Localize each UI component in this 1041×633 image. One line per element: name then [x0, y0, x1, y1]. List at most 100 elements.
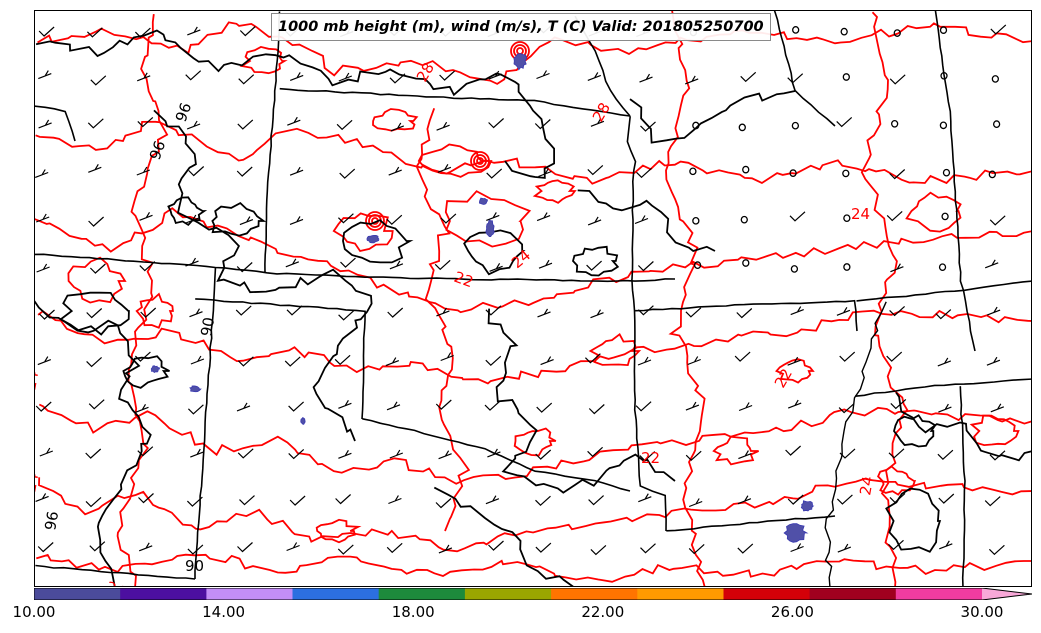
wind-barb-staff: [986, 306, 1001, 316]
wind-barb: [389, 449, 404, 459]
wind-barb-staff: [337, 544, 354, 555]
wind-barb: [89, 263, 106, 274]
wind-barb: [35, 169, 49, 179]
wind-barb: [639, 451, 656, 462]
height-contour-loop: [59, 291, 130, 336]
wind-barb: [889, 169, 906, 180]
wind-barb-staff: [336, 119, 353, 131]
wind-barb: [286, 305, 303, 316]
wind-barb: [636, 167, 652, 179]
wind-barb: [35, 213, 50, 223]
wind-barb: [334, 354, 351, 366]
wind-barb-staff: [836, 494, 853, 505]
wind-barb-staff: [39, 309, 55, 320]
wind-barb: [237, 356, 254, 367]
wind-barb-staff: [738, 402, 753, 412]
wind-barb-staff: [636, 167, 652, 179]
wind-barb-staff: [439, 70, 456, 81]
height-contour-line: [433, 486, 574, 586]
wind-barb-staff: [286, 305, 303, 316]
wind-barb: [588, 404, 605, 415]
wind-barb-staff: [236, 262, 253, 273]
temp-contour-label: 24: [35, 472, 42, 494]
wind-barb-staff: [38, 70, 52, 80]
precip-blob: [150, 365, 160, 373]
wind-barb: [637, 305, 654, 316]
state-border-line: [856, 280, 1031, 302]
wind-barb: [986, 306, 1001, 316]
temp-contour-ring: [516, 47, 524, 55]
wind-barb-staff: [536, 70, 550, 80]
wind-barb: [685, 450, 702, 462]
wind-barb-staff: [136, 166, 151, 176]
wind-barb-staff: [889, 305, 906, 317]
wind-barb: [637, 261, 654, 272]
wind-barb-staff: [289, 216, 304, 225]
wind-barb: [87, 118, 104, 129]
wind-barb-staff: [590, 117, 605, 127]
wind-barb-staff: [85, 448, 102, 459]
state-border-line: [279, 87, 631, 117]
wind-barb: [287, 116, 301, 126]
wind-barb-staff: [437, 163, 452, 173]
wind-barb-staff: [484, 400, 501, 411]
height-contour-label: 96: [172, 100, 195, 124]
wind-barb-staff: [237, 448, 254, 459]
temp-contour-line: [38, 477, 1031, 553]
wind-barb-staff: [436, 307, 450, 317]
wind-barb: [590, 117, 605, 127]
wind-barb-staff: [386, 214, 403, 226]
calm-wind-circle: [842, 73, 850, 81]
wind-barb: [488, 70, 502, 80]
wind-barb: [886, 351, 903, 362]
wind-barb: [236, 166, 253, 177]
colorbar-segment: [120, 588, 207, 600]
wind-barb-staff: [537, 308, 551, 318]
wind-barb-staff: [989, 450, 1006, 461]
colorbar-tick-label: 30.00: [960, 603, 1004, 621]
wind-barb: [35, 493, 49, 502]
wind-barb-staff: [790, 306, 804, 316]
wind-barb: [688, 543, 705, 555]
wind-barb: [134, 351, 151, 362]
state-border-line: [194, 266, 217, 579]
calm-wind-circle: [791, 121, 800, 130]
wind-barb: [39, 309, 55, 320]
temp-contour-line: [37, 309, 1031, 385]
height-contour-loop: [167, 196, 208, 227]
wind-barb: [489, 262, 503, 272]
wind-barb: [388, 495, 402, 505]
state-border-line: [195, 298, 366, 420]
wind-barb: [484, 400, 501, 411]
calm-wind-circle: [693, 261, 702, 270]
wind-barb: [289, 72, 304, 81]
wind-barb-staff: [37, 356, 52, 366]
calm-wind-circle: [939, 121, 948, 130]
wind-barb-staff: [488, 540, 504, 551]
temp-contour-loop: [532, 179, 577, 204]
wind-barb: [890, 398, 907, 410]
wind-barb: [439, 70, 456, 81]
temp-contour-loop: [969, 414, 1020, 447]
wind-barb-staff: [438, 544, 453, 554]
wind-barb-staff: [140, 307, 157, 318]
colorbar-segment: [34, 588, 121, 600]
colorbar-segment: [551, 588, 638, 600]
wind-barb: [939, 540, 953, 550]
wind-barb: [536, 70, 550, 80]
wind-barb-staff: [787, 494, 804, 505]
wind-barb-staff: [237, 119, 254, 130]
calm-wind-markers: [689, 24, 1001, 273]
temp-contour-line: [37, 21, 1031, 85]
height-contour-loop: [211, 202, 267, 237]
temp-contour-line: [415, 107, 471, 532]
wind-barb: [38, 119, 52, 129]
wind-barb: [85, 448, 102, 459]
calm-wind-circle: [843, 214, 851, 223]
wind-barb-staff: [435, 399, 452, 410]
wind-barb: [236, 262, 253, 273]
wind-barb-staff: [534, 119, 551, 130]
wind-barb: [435, 498, 452, 509]
temp-contour-loop: [712, 435, 759, 466]
wind-barb: [386, 401, 401, 411]
